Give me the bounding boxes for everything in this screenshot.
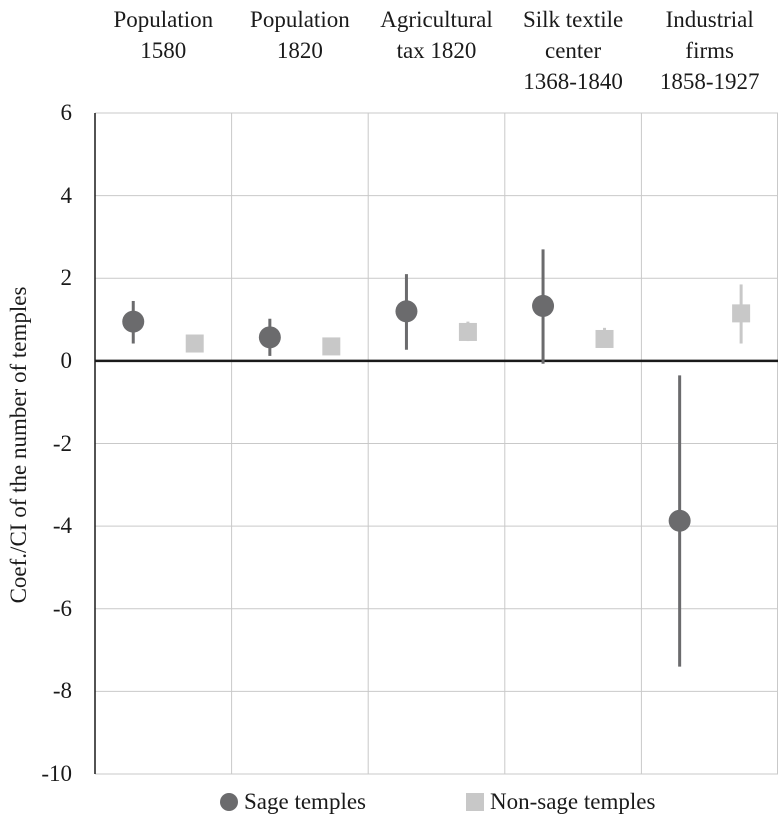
category-label-1: Population 1820 (250, 7, 350, 63)
legend-label-non-sage: Non-sage temples (490, 789, 656, 814)
sage-point-4 (668, 375, 691, 667)
y-tick-label: 4 (60, 182, 73, 208)
y-axis-label: Coef./CI of the number of temples (6, 286, 31, 604)
coef-marker-square (185, 334, 204, 353)
coef-marker-circle (532, 294, 555, 317)
sage-point-1 (258, 318, 281, 356)
sage-point-3 (532, 249, 555, 364)
coef-marker-square (458, 322, 477, 341)
legend-item-sage: Sage temples (220, 787, 366, 817)
y-tick-label: 2 (60, 265, 73, 291)
legend-circle-swatch (220, 793, 238, 811)
category-label-3: Silk textile center 1368-1840 (522, 7, 624, 94)
y-tick-label: -10 (41, 761, 72, 786)
category-label-4: Industrial firms 1858-1927 (659, 7, 760, 94)
non-sage-point-2 (458, 321, 477, 342)
sage-point-0 (122, 300, 145, 344)
axes (94, 113, 778, 774)
coef-marker-circle (258, 326, 281, 349)
coef-marker-circle (122, 310, 145, 333)
y-tick-label: -2 (52, 430, 72, 456)
y-tick-label: -6 (52, 595, 72, 621)
category-label-2: Agricultural tax 1820 (380, 7, 493, 63)
y-tick-label: 6 (60, 100, 73, 125)
non-sage-point-1 (322, 337, 341, 356)
y-tick-label: -8 (52, 678, 72, 704)
data-marks (122, 249, 751, 667)
coef-marker-square (322, 337, 341, 356)
coef-marker-circle (395, 300, 418, 323)
non-sage-point-3 (595, 327, 614, 348)
non-sage-point-0 (185, 334, 204, 353)
category-label-0: Population 1580 (113, 7, 214, 63)
coef-marker-circle (668, 509, 691, 532)
legend-square-swatch (466, 793, 484, 811)
legend-item-non-sage: Non-sage temples (466, 787, 655, 817)
legend-label-sage: Sage temples (244, 789, 366, 814)
grid (95, 112, 778, 775)
sage-point-2 (395, 274, 418, 350)
y-tick-label: 0 (60, 347, 73, 373)
y-tick-label: -4 (52, 513, 72, 539)
coef-marker-square (595, 329, 614, 348)
coef-marker-square (732, 304, 751, 323)
non-sage-point-4 (732, 284, 751, 344)
